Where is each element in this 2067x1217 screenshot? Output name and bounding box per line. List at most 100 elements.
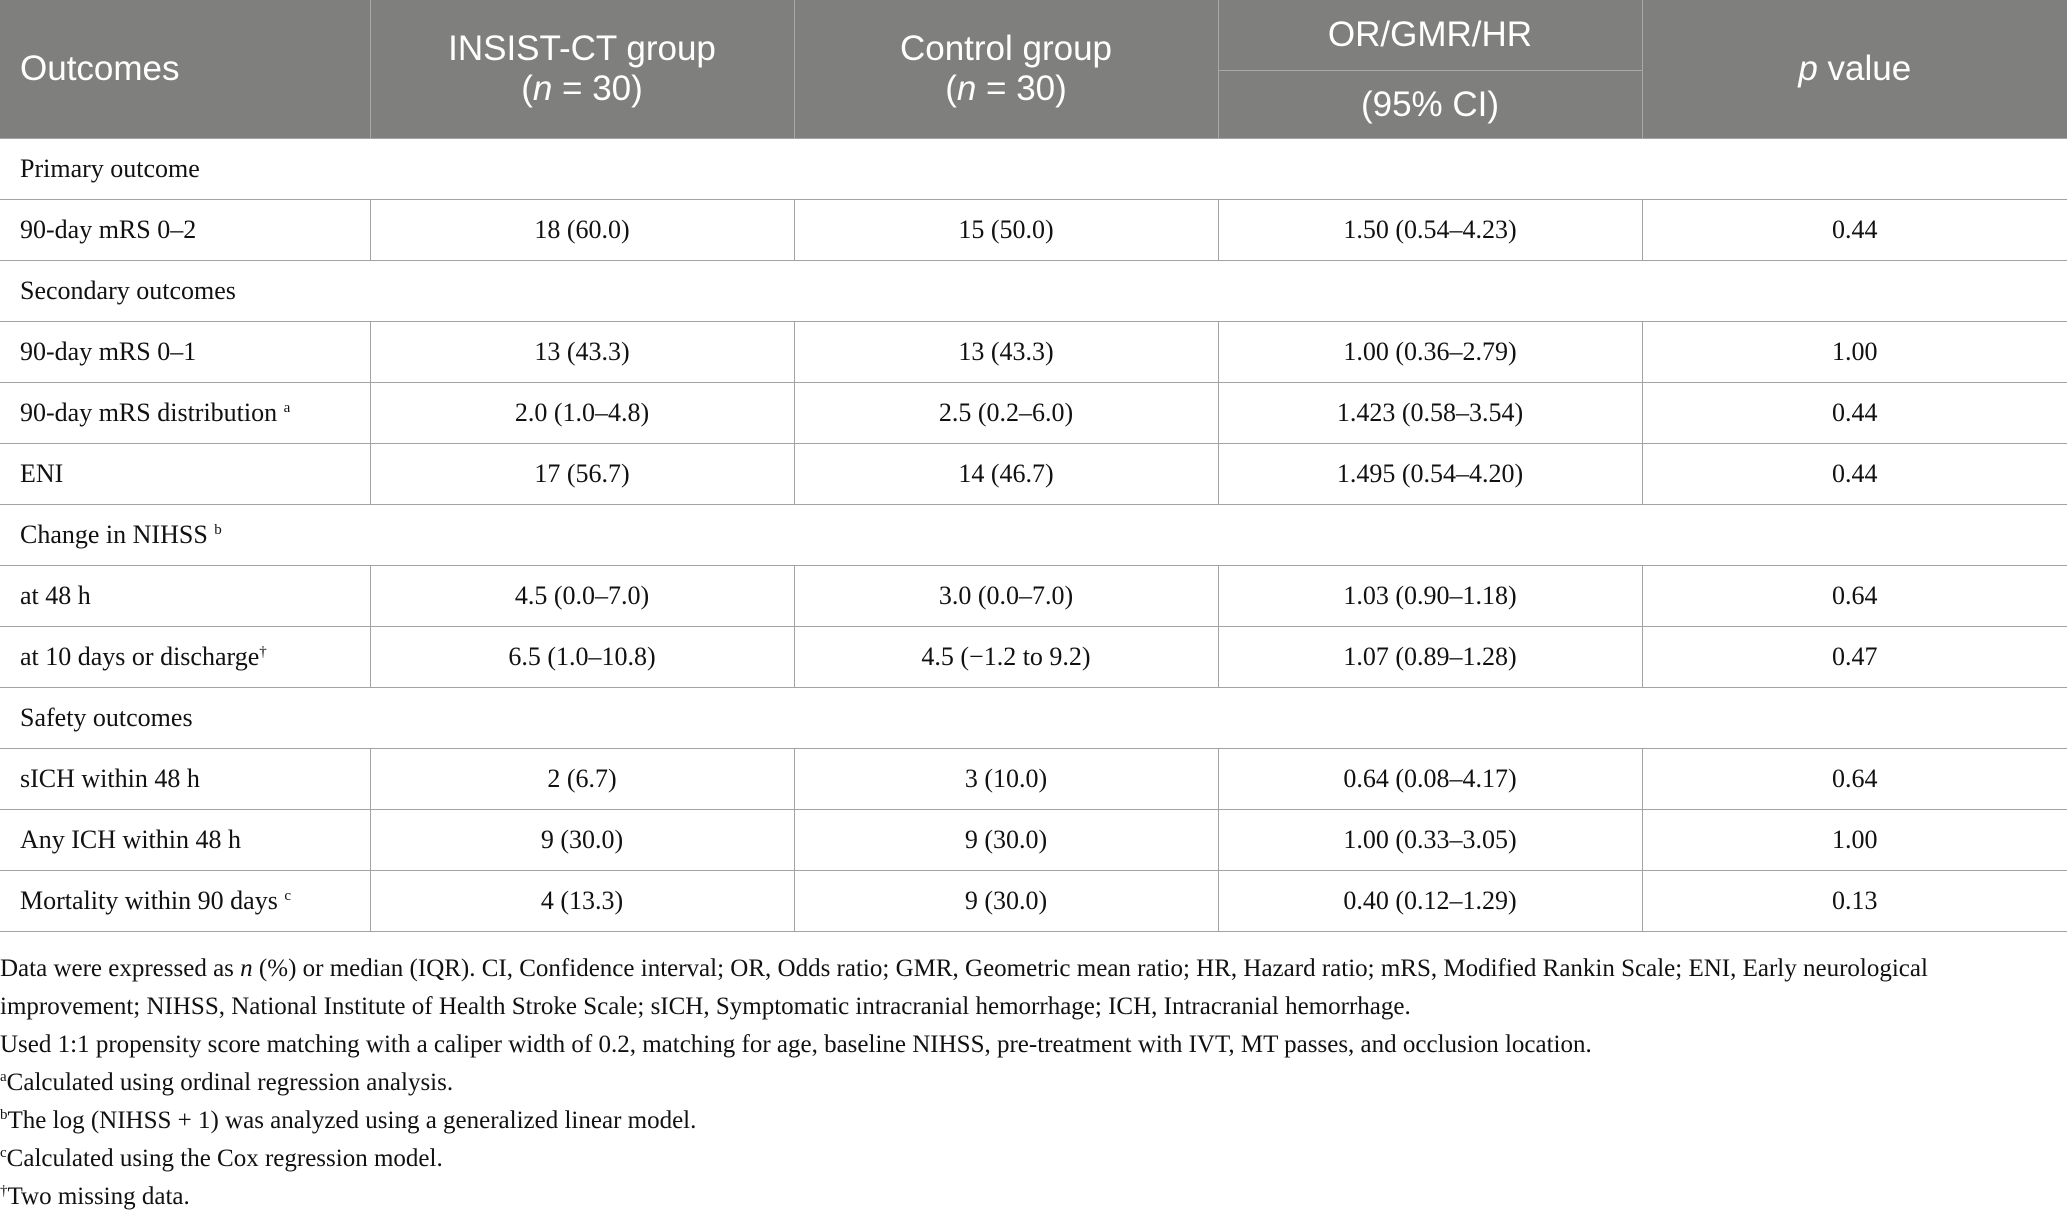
- section-row: Safety outcomes: [0, 687, 2067, 749]
- cell-outcome-text: at 10 days or discharge: [20, 642, 260, 671]
- footnote-marker: a: [283, 400, 291, 416]
- note-text: Data were expressed as: [0, 955, 241, 982]
- table-row: sICH within 48 h 2 (6.7) 3 (10.0) 0.64 (0.0…: [0, 748, 2067, 810]
- cell-insist: 18 (60.0): [369, 199, 795, 261]
- cell-control: 3.0 (0.0–7.0): [793, 565, 1219, 627]
- section-row: Primary outcome: [0, 138, 2067, 200]
- cell-insist: 17 (56.7): [369, 443, 795, 505]
- header-ratio-ci: (95% CI): [1217, 70, 1643, 139]
- cell-control: 14 (46.7): [793, 443, 1219, 505]
- header-outcomes-text: Outcomes: [20, 49, 180, 88]
- header-control-n: (n = 30): [795, 69, 1218, 109]
- cell-insist: 2.0 (1.0–4.8): [369, 382, 795, 444]
- n-var: n: [956, 69, 977, 108]
- footnote: aCalculated using ordinal regression ana…: [0, 1064, 2067, 1102]
- section-title: Safety outcomes: [0, 687, 2067, 749]
- footnote-marker: †: [259, 644, 267, 660]
- cell-control: 2.5 (0.2–6.0): [793, 382, 1219, 444]
- footnote: †Two missing data.: [0, 1178, 2067, 1216]
- header-outcomes: Outcomes: [0, 0, 371, 139]
- outcomes-table-container: Outcomes INSIST-CT group (n = 30) Contro…: [0, 0, 2067, 932]
- cell-insist: 13 (43.3): [369, 321, 795, 383]
- section-title-text: Safety outcomes: [20, 703, 193, 732]
- footnote: cCalculated using the Cox regression mod…: [0, 1140, 2067, 1178]
- footnote-text: The log (NIHSS + 1) was analyzed using a…: [7, 1107, 697, 1134]
- n-rest: = 30): [552, 69, 643, 108]
- table-row: 90-day mRS distribution a 2.0 (1.0–4.8) 2.…: [0, 382, 2067, 444]
- table-row: ENI 17 (56.7) 14 (46.7) 1.495 (0.54–4.20) 0.…: [0, 443, 2067, 505]
- footnotes: aCalculated using ordinal regression ana…: [0, 1064, 2067, 1216]
- table-body: Primary outcome 90-day mRS 0–2 18 (60.0) 15…: [0, 138, 2067, 932]
- cell-outcome-text: ENI: [20, 459, 64, 488]
- cell-outcome-text: sICH within 48 h: [20, 764, 200, 793]
- footnote-text: Calculated using ordinal regression anal…: [6, 1069, 454, 1096]
- cell-ratio: 0.40 (0.12–1.29): [1217, 870, 1643, 932]
- cell-outcome-text: Any ICH within 48 h: [20, 825, 241, 854]
- header-ratio-ci-text: (95% CI): [1360, 84, 1500, 124]
- cell-outcome: sICH within 48 h: [0, 748, 371, 810]
- cell-control: 9 (30.0): [793, 809, 1219, 871]
- table-row: at 48 h 4.5 (0.0–7.0) 3.0 (0.0–7.0) 1.03 (0…: [0, 565, 2067, 627]
- header-control-group: Control group (n = 30): [793, 0, 1219, 139]
- paren: (: [521, 69, 533, 108]
- p-rest: value: [1817, 49, 1912, 88]
- cell-insist: 6.5 (1.0–10.8): [369, 626, 795, 688]
- cell-ratio: 1.00 (0.33–3.05): [1217, 809, 1643, 871]
- note-line-2: improvement; NIHSS, National Institute o…: [0, 993, 1411, 1020]
- section-title-text: Change in NIHSS: [20, 520, 215, 549]
- header-insist-ct-group: INSIST-CT group (n = 30): [369, 0, 795, 139]
- cell-p-value: 1.00: [1641, 809, 2067, 871]
- header-ratio-title: OR/GMR/HR: [1217, 0, 1643, 71]
- cell-outcome: Any ICH within 48 h: [0, 809, 371, 871]
- p-var: p: [1798, 49, 1818, 88]
- table-row: at 10 days or discharge† 6.5 (1.0–10.8) 4.…: [0, 626, 2067, 688]
- section-title: Primary outcome: [0, 138, 2067, 200]
- table-header: Outcomes INSIST-CT group (n = 30) Contro…: [0, 0, 2067, 139]
- cell-ratio: 1.00 (0.36–2.79): [1217, 321, 1643, 383]
- cell-ratio: 0.64 (0.08–4.17): [1217, 748, 1643, 810]
- note-var: n: [240, 955, 253, 982]
- cell-control: 9 (30.0): [793, 870, 1219, 932]
- cell-p-value: 0.44: [1641, 199, 2067, 261]
- header-p-value: p value: [1641, 0, 2067, 139]
- section-title: Secondary outcomes: [0, 260, 2067, 322]
- footnote-marker: c: [284, 888, 291, 904]
- cell-ratio: 1.495 (0.54–4.20): [1217, 443, 1643, 505]
- cell-ratio: 1.03 (0.90–1.18): [1217, 565, 1643, 627]
- note-text: (%) or median (IQR). CI, Confidence inte…: [252, 955, 1928, 982]
- footnote-mark: c: [0, 1145, 7, 1161]
- cell-control: 4.5 (−1.2 to 9.2): [793, 626, 1219, 688]
- cell-outcome-text: 90-day mRS 0–2: [20, 215, 197, 244]
- cell-outcome-text: at 48 h: [20, 581, 91, 610]
- cell-p-value: 0.64: [1641, 748, 2067, 810]
- paren: (: [945, 69, 957, 108]
- cell-p-value: 1.00: [1641, 321, 2067, 383]
- footnote-mark: b: [0, 1107, 8, 1123]
- cell-p-value: 0.13: [1641, 870, 2067, 932]
- cell-ratio: 1.50 (0.54–4.23): [1217, 199, 1643, 261]
- n-var: n: [532, 69, 553, 108]
- cell-insist: 9 (30.0): [369, 809, 795, 871]
- cell-outcome: at 10 days or discharge†: [0, 626, 371, 688]
- footnote-text: Two missing data.: [7, 1183, 190, 1210]
- note-line-1: Data were expressed as n (%) or median (…: [0, 950, 2067, 988]
- cell-ratio: 1.07 (0.89–1.28): [1217, 626, 1643, 688]
- n-rest: = 30): [976, 69, 1067, 108]
- cell-insist: 2 (6.7): [369, 748, 795, 810]
- section-title: Change in NIHSS b: [0, 504, 2067, 566]
- footnote: bThe log (NIHSS + 1) was analyzed using …: [0, 1102, 2067, 1140]
- note-line-3: Used 1:1 propensity score matching with …: [0, 1031, 1592, 1058]
- header-insist-title: INSIST-CT group: [448, 29, 716, 68]
- cell-outcome: 90-day mRS 0–1: [0, 321, 371, 383]
- footnote-mark: †: [0, 1183, 8, 1199]
- cell-outcome: 90-day mRS distribution a: [0, 382, 371, 444]
- cell-outcome: Mortality within 90 days c: [0, 870, 371, 932]
- cell-control: 3 (10.0): [793, 748, 1219, 810]
- cell-outcome: 90-day mRS 0–2: [0, 199, 371, 261]
- footnote-text: Calculated using the Cox regression mode…: [6, 1145, 443, 1172]
- header-ratio-title-text: OR/GMR/HR: [1327, 15, 1533, 54]
- cell-outcome: ENI: [0, 443, 371, 505]
- cell-ratio: 1.423 (0.58–3.54): [1217, 382, 1643, 444]
